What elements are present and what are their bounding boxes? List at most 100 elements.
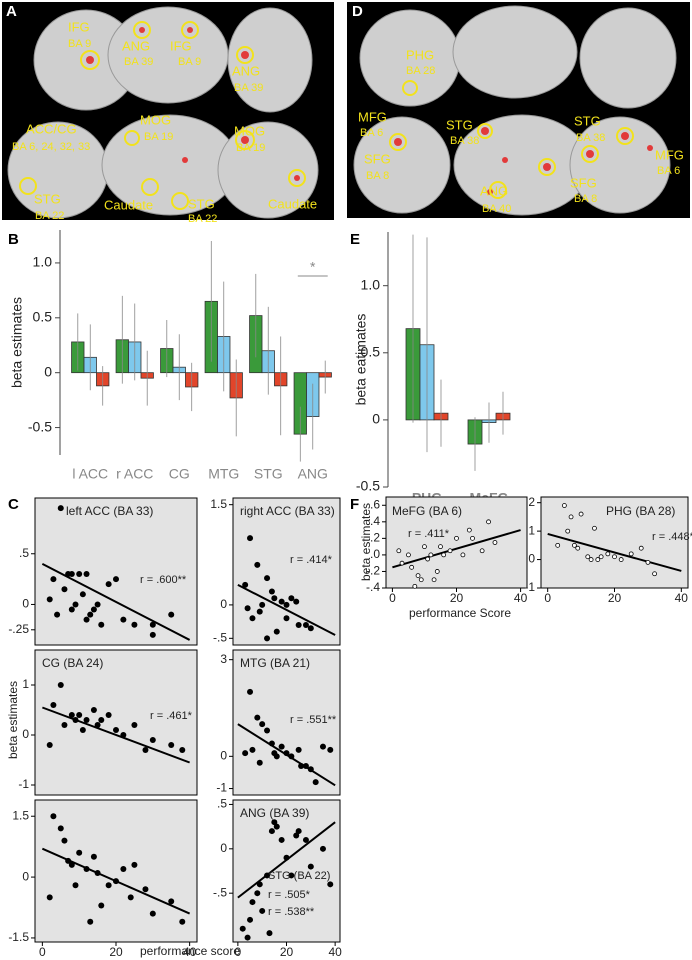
data-point (149, 910, 156, 917)
region-label: BA 9 (178, 56, 201, 68)
y-tick-label: 0.5 (33, 309, 53, 325)
y-tick-label: .6 (370, 497, 380, 511)
plot-area (232, 497, 341, 646)
data-point (142, 747, 149, 753)
data-point (57, 682, 64, 688)
data-point (327, 881, 334, 888)
data-point (266, 930, 273, 937)
data-point (273, 823, 280, 830)
data-point (65, 571, 72, 578)
data-point (293, 598, 300, 605)
region-label: BA 9 (68, 38, 91, 50)
data-point (492, 540, 498, 545)
data-point (612, 554, 617, 560)
data-point (479, 548, 485, 554)
data-point (628, 551, 634, 557)
y-tick-label: -.5 (213, 885, 227, 899)
data-point (68, 712, 75, 718)
data-point (54, 611, 61, 618)
data-point (254, 890, 261, 897)
data-point (168, 742, 175, 748)
x-tick-label: 0 (544, 591, 551, 605)
data-point (268, 588, 275, 595)
region-label: BA 6 (360, 127, 383, 139)
x-tick-label: ANG (298, 466, 328, 482)
trend-line (237, 583, 336, 636)
data-point (441, 552, 447, 558)
data-point (131, 621, 138, 628)
x-tick-label: MTG (208, 466, 239, 482)
annotation: r = .600** (140, 574, 187, 586)
plot-area (540, 496, 689, 589)
y-tick-label: 1 (22, 677, 29, 691)
data-point (418, 577, 424, 583)
data-point (431, 577, 437, 583)
data-point (298, 763, 305, 769)
data-point (259, 601, 266, 608)
data-point (168, 611, 175, 618)
data-point (90, 707, 97, 713)
x-tick-label: 20 (280, 945, 294, 959)
data-point (127, 894, 134, 901)
region-label: SFG (364, 151, 391, 166)
annotation: r = .505* (268, 889, 311, 901)
x-tick-label: 20 (608, 591, 622, 605)
data-point (295, 621, 302, 628)
data-point (50, 576, 57, 583)
data-point (120, 616, 127, 623)
data-point (327, 746, 334, 753)
y-tick-label: -1.5 (8, 930, 29, 944)
y-tick-label: -.25 (8, 622, 29, 636)
data-point (46, 894, 53, 901)
y-tick-label: -.2 (366, 564, 380, 578)
data-point (283, 615, 290, 622)
data-point (578, 511, 584, 517)
region-label: BA 6 (657, 165, 680, 177)
plot-area (232, 649, 341, 796)
y-tick-label: .4 (370, 514, 380, 528)
data-point (98, 621, 105, 628)
data-point (307, 625, 314, 632)
plot-area (232, 799, 341, 943)
y-tick-label: 0 (372, 411, 380, 427)
panel-title: PHG (BA 28) (606, 504, 675, 518)
x-axis-label: performance score (140, 944, 240, 958)
y-tick-label: 0 (44, 363, 52, 379)
data-point (61, 586, 68, 593)
data-point (412, 583, 418, 589)
region-label: BA 39 (124, 56, 153, 68)
data-point (565, 528, 571, 534)
y-tick-label: 1.5 (12, 808, 29, 822)
panel-label: A (6, 3, 17, 20)
x-tick-label: CG (169, 466, 190, 482)
data-point (72, 601, 79, 608)
data-point (278, 836, 285, 843)
data-point (638, 545, 644, 551)
data-point (561, 503, 567, 508)
panel-label: E (350, 231, 360, 248)
data-point (120, 732, 127, 738)
region-label: STG (574, 113, 601, 128)
data-point (247, 535, 254, 542)
y-tick-label: 0 (220, 841, 227, 855)
region-label: MOG (140, 112, 171, 127)
data-point (46, 742, 53, 748)
data-point (83, 616, 90, 623)
data-point (83, 571, 90, 578)
panel-title: MTG (BA 21) (240, 656, 310, 670)
data-point (295, 828, 302, 835)
data-point (307, 863, 314, 870)
data-point (273, 628, 280, 635)
data-point (585, 554, 591, 560)
data-point (447, 548, 453, 554)
region-label: Caudate (104, 197, 153, 212)
plot-area (34, 649, 198, 796)
trend-line (547, 533, 682, 572)
panel-title: ANG (BA 39) (240, 806, 309, 820)
data-point (249, 746, 256, 753)
y-tick-label: -0.5 (356, 478, 380, 494)
data-point (652, 571, 657, 577)
data-point (319, 845, 326, 852)
panel-label: F (350, 496, 359, 513)
data-point (470, 535, 475, 541)
